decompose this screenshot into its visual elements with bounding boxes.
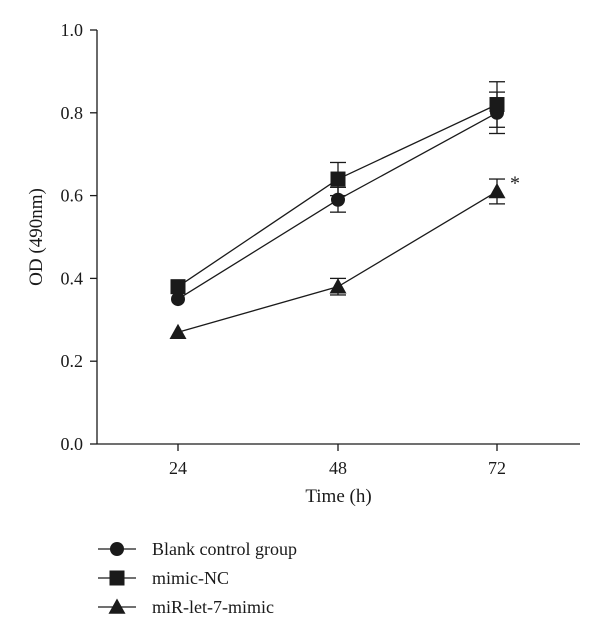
y-axis-label: OD (490nm) xyxy=(26,188,47,286)
series-layer: * xyxy=(169,81,520,340)
legend-marker-triangle xyxy=(108,598,126,614)
significance-annotation: * xyxy=(510,172,520,194)
y-tick-label: 1.0 xyxy=(61,20,84,40)
legend-item-square: mimic-NC xyxy=(98,568,229,588)
y-tick-label: 0.2 xyxy=(61,351,84,371)
data-point-circle xyxy=(171,292,185,307)
y-tick-label: 0.4 xyxy=(61,268,84,288)
y-tick-label: 0.8 xyxy=(61,103,84,123)
legend-label: Blank control group xyxy=(152,539,297,559)
series-square xyxy=(170,81,505,295)
data-point-triangle xyxy=(488,182,506,199)
data-point-square xyxy=(170,279,186,295)
x-tick-label: 72 xyxy=(488,458,506,478)
legend-item-circle: Blank control group xyxy=(98,539,297,559)
legend: Blank control group mimic-NC miR-let-7-mim… xyxy=(98,539,297,617)
axes: 0.0 0.2 0.4 0.6 0.8 1.0 24 48 72 xyxy=(61,20,580,478)
x-tick-label: 48 xyxy=(329,458,347,478)
data-point-square xyxy=(489,97,505,113)
y-tick-label: 0.0 xyxy=(61,434,84,454)
data-point-triangle xyxy=(329,278,347,294)
legend-label: miR-let-7-mimic xyxy=(152,597,274,617)
y-tick-label: 0.6 xyxy=(61,186,84,206)
legend-marker-circle xyxy=(110,542,124,556)
data-point-square xyxy=(330,171,346,187)
series-triangle xyxy=(169,178,506,340)
legend-item-triangle: miR-let-7-mimic xyxy=(98,597,274,617)
legend-label: mimic-NC xyxy=(152,568,229,588)
data-point-triangle xyxy=(169,323,187,340)
x-tick-label: 24 xyxy=(169,458,187,478)
legend-marker-square xyxy=(109,570,125,586)
x-axis-label: Time (h) xyxy=(305,486,371,507)
